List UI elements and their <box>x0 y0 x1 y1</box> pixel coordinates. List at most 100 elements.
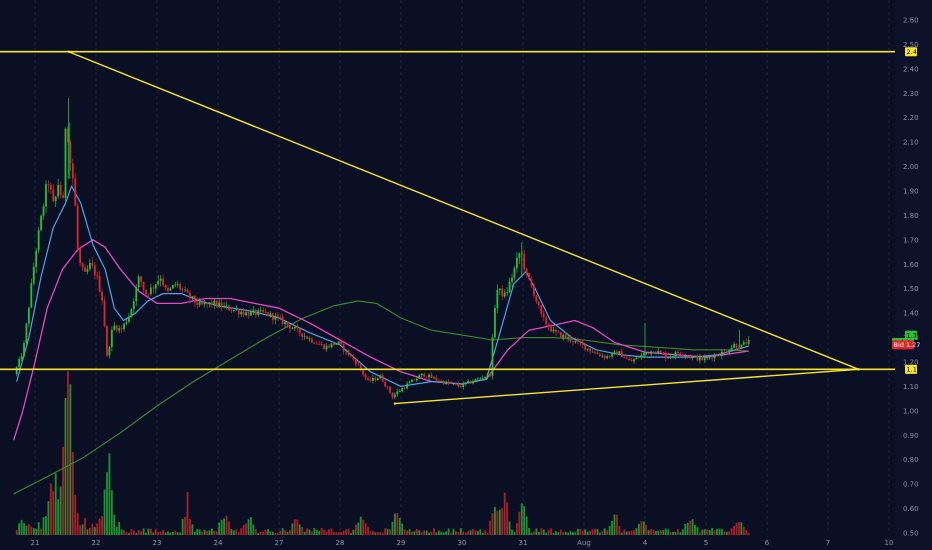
candle-body <box>367 377 369 380</box>
volume-bar <box>76 512 79 535</box>
candle-body <box>457 384 460 387</box>
candle-body <box>301 333 304 337</box>
candle-body <box>467 380 469 383</box>
volume-bar <box>323 529 326 535</box>
candle-body <box>523 253 526 269</box>
volume-bar <box>442 532 445 535</box>
trendline-anchor <box>857 368 860 371</box>
volume-bar <box>374 532 377 535</box>
candle-body <box>335 343 338 345</box>
volume-bar <box>23 523 25 535</box>
candle-body <box>362 369 365 375</box>
volume-bar <box>274 532 277 535</box>
x-tick-label: 28 <box>336 539 345 547</box>
candle-body <box>296 326 299 329</box>
candle-body <box>286 322 289 325</box>
candle-body <box>718 355 721 357</box>
volume-bar <box>591 529 594 535</box>
volume-bar <box>96 523 99 535</box>
candle-body <box>550 326 552 332</box>
volume-bar <box>467 531 469 535</box>
volume-bar <box>196 528 199 535</box>
volume-bar <box>428 532 430 535</box>
volume-bar <box>213 530 216 535</box>
candle-body <box>93 265 96 276</box>
volume-bar <box>520 503 523 535</box>
candle-body <box>191 296 194 299</box>
bid-price-tag <box>892 340 914 350</box>
candle-body <box>618 351 621 355</box>
volume-bar <box>403 529 406 535</box>
candle-body <box>501 288 504 297</box>
volume-bar <box>49 483 52 535</box>
volume-bar <box>211 528 213 535</box>
candle-body <box>535 295 538 302</box>
volume-bar <box>464 532 467 535</box>
candle-body <box>711 357 713 359</box>
volume-bar <box>713 530 716 535</box>
volume-bar <box>245 523 247 535</box>
candle-body <box>186 289 189 293</box>
candle-body <box>616 351 618 355</box>
candle-body <box>398 391 401 392</box>
candle-body <box>232 309 235 311</box>
candle-body <box>118 328 121 331</box>
candle-body <box>223 305 225 308</box>
upper-level-price-tag-text: 2.47 <box>907 48 921 56</box>
candle-body <box>315 343 318 345</box>
volume-bar <box>372 530 374 535</box>
volume-bar <box>396 513 399 535</box>
candle-body <box>408 382 411 384</box>
volume-bar <box>696 527 699 535</box>
volume-bar <box>445 531 448 535</box>
volume-bar <box>164 532 167 535</box>
volume-bar <box>369 531 372 535</box>
candle-body <box>228 305 230 311</box>
candle-body <box>425 376 428 378</box>
candle-body <box>476 378 479 380</box>
candle-body <box>689 356 692 359</box>
candle-body <box>423 373 426 377</box>
volume-bar <box>40 528 42 535</box>
candle-body <box>747 339 750 344</box>
volume-bar <box>252 524 255 535</box>
volume-bar <box>232 530 235 535</box>
candle-body <box>498 288 501 290</box>
volume-bar <box>411 531 413 535</box>
volume-bar <box>701 529 704 535</box>
candle-body <box>42 206 45 216</box>
volume-bar <box>498 509 501 535</box>
candle-body <box>113 325 116 330</box>
candle-body <box>293 326 296 329</box>
volume-bar <box>152 532 155 535</box>
trendline-drawings[interactable] <box>0 50 895 405</box>
volume-bar <box>84 518 86 535</box>
volume-bar <box>59 486 62 535</box>
candle-body <box>669 356 672 358</box>
volume-bar <box>447 528 450 535</box>
candle-body <box>208 302 211 305</box>
volume-bar <box>674 531 677 535</box>
volume-bar <box>203 529 206 535</box>
candle-body <box>193 296 196 303</box>
candle-body <box>411 379 413 383</box>
last-price-tag-text: 1.31 <box>907 331 921 339</box>
volume-bar <box>479 529 482 535</box>
volume-bar <box>503 492 506 535</box>
volume-bar <box>530 532 533 535</box>
x-tick-label: Aug <box>577 539 591 547</box>
candle-body <box>59 184 62 195</box>
candle-body <box>445 381 448 385</box>
volume-bar <box>281 528 284 535</box>
candle-body <box>537 301 540 306</box>
candle-body <box>84 267 86 272</box>
volume-bar <box>569 531 572 535</box>
volume-bar <box>215 531 218 535</box>
y-tick-label: 0.90 <box>903 432 919 440</box>
volume-bar <box>259 531 262 535</box>
volume-bar <box>542 529 545 535</box>
candle-body <box>135 287 138 302</box>
trendline <box>394 368 859 405</box>
